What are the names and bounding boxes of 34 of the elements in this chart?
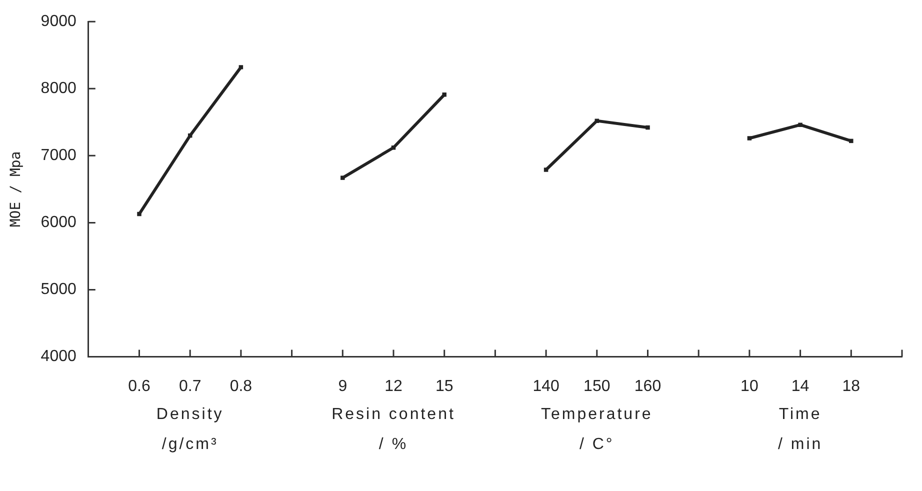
x-tick-label: 9 xyxy=(338,378,348,395)
text: Time / min xyxy=(778,406,823,454)
point xyxy=(849,138,854,144)
point xyxy=(594,118,600,123)
x-tick-label: 15 xyxy=(435,378,454,395)
x-tick-label: 10 xyxy=(740,378,758,395)
y-tick-label: 8000 xyxy=(40,80,76,98)
point xyxy=(646,125,650,130)
point xyxy=(747,136,752,140)
point xyxy=(391,146,396,150)
x-tick-label: 0.6 xyxy=(128,378,150,395)
y-tick-label: 9000 xyxy=(40,13,76,30)
point xyxy=(798,122,802,127)
x-tick-label: 0.7 xyxy=(178,378,202,395)
text: Resin content / % xyxy=(332,406,456,454)
x-tick-label: 14 xyxy=(791,378,810,395)
y-axis-title: MOE / Mpa xyxy=(8,151,24,228)
text: Density /g/cm³ xyxy=(156,406,224,454)
point xyxy=(340,176,345,180)
point xyxy=(238,65,244,70)
point xyxy=(442,92,446,97)
y-tick-label: 5000 xyxy=(40,281,76,298)
y-tick-label: 4000 xyxy=(40,348,76,366)
x-tick-label: 0.8 xyxy=(230,378,252,395)
x-tick-label: 160 xyxy=(634,378,662,395)
x-tick-label: 140 xyxy=(532,378,560,395)
y-tick-label: 6000 xyxy=(40,214,76,232)
point xyxy=(137,212,142,216)
x-tick-label: 18 xyxy=(842,378,860,395)
text: Temperature / C° xyxy=(540,406,653,454)
x-tick-label: 12 xyxy=(384,378,402,395)
x-tick-label: 150 xyxy=(584,378,610,395)
point xyxy=(544,168,548,172)
y-tick-label: 7000 xyxy=(40,147,76,164)
